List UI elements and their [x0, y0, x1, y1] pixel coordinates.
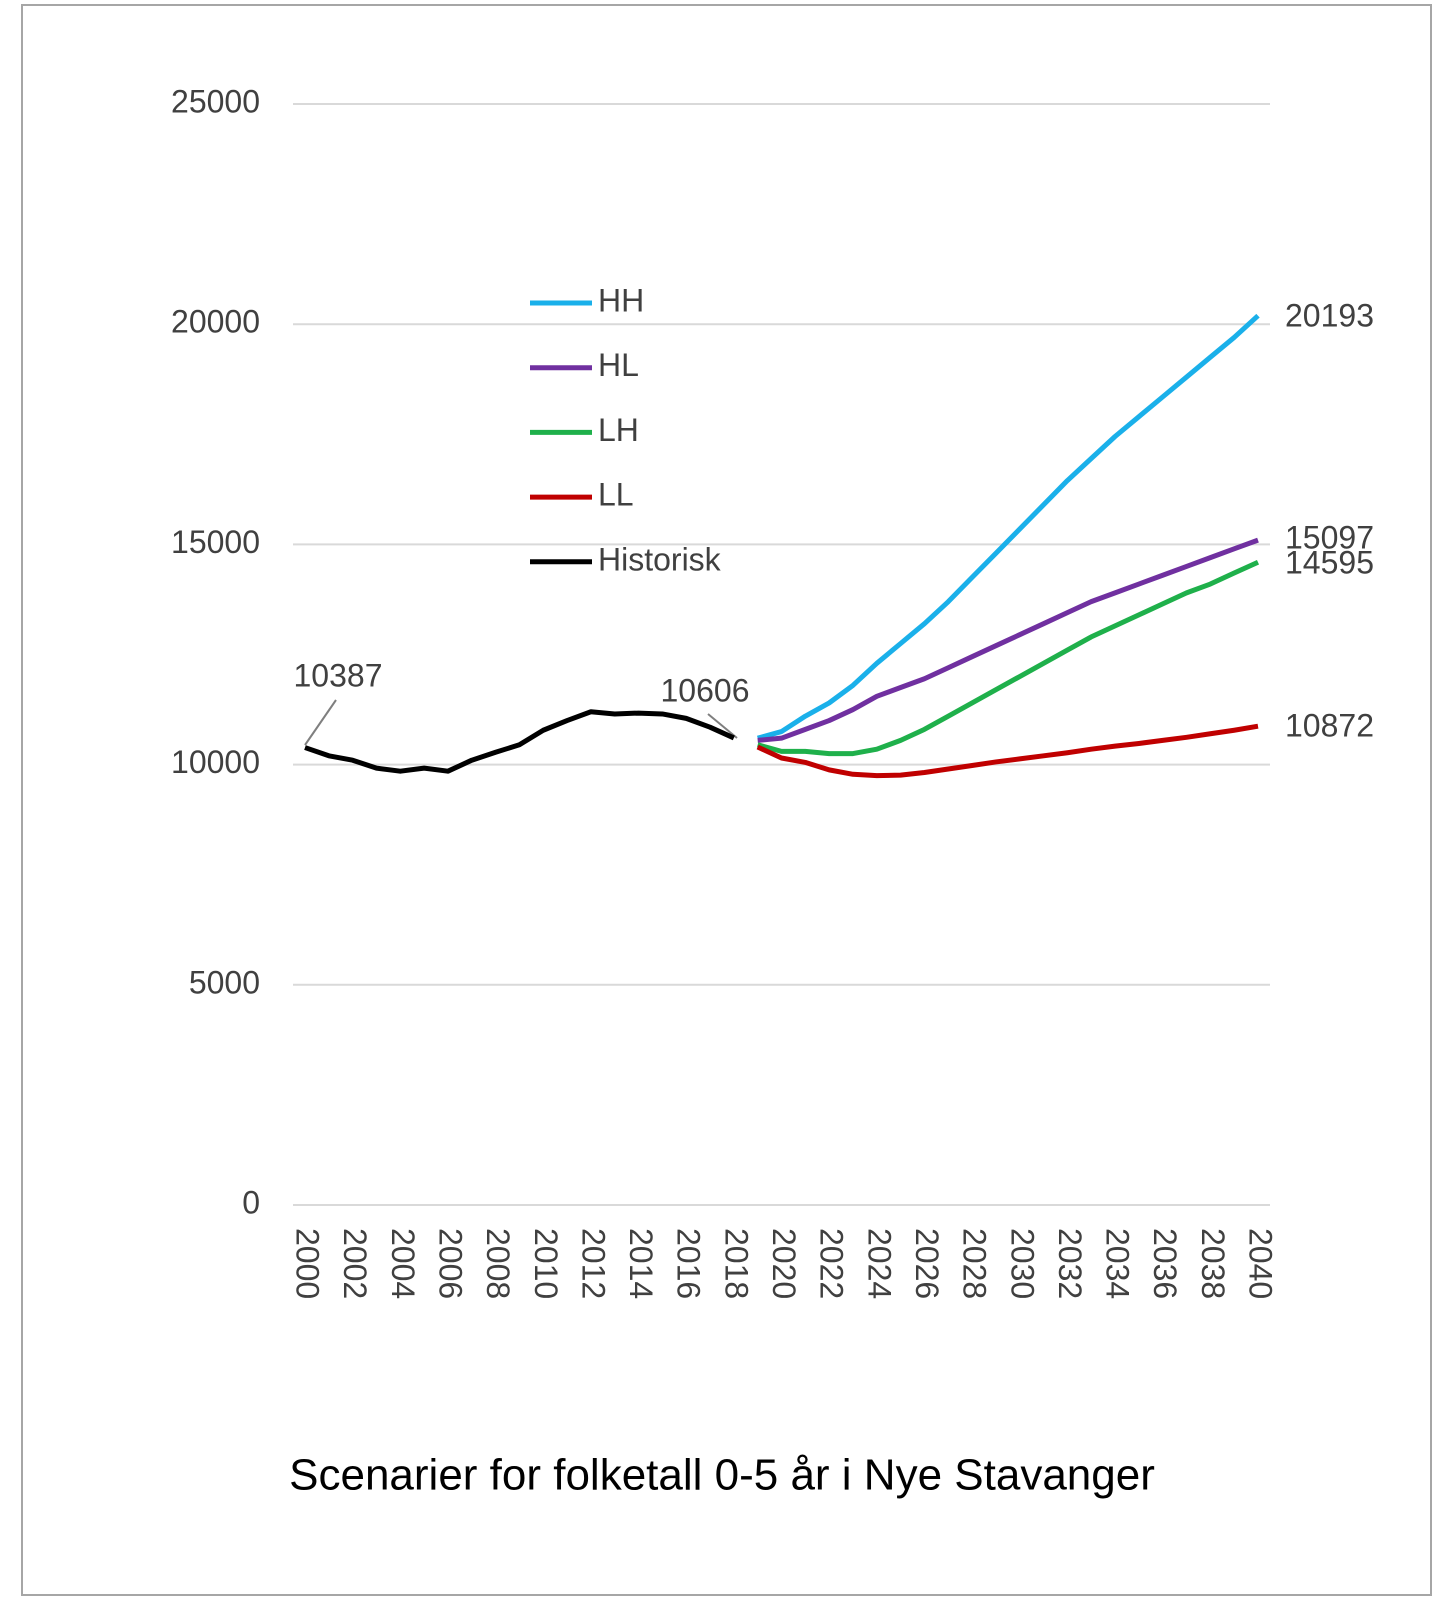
- x-tick-label: 2004: [385, 1228, 421, 1299]
- x-tick-label: 2018: [718, 1228, 754, 1299]
- data-label: 14595: [1285, 544, 1374, 580]
- y-tick-label: 5000: [189, 964, 260, 1000]
- x-tick-label: 2016: [671, 1228, 707, 1299]
- chart-title: Scenarier for folketall 0-5 år i Nye Sta…: [289, 1451, 1155, 1500]
- data-label: 10387: [294, 657, 383, 693]
- frame: [21, 4, 1432, 1596]
- legend-label: HH: [598, 282, 644, 318]
- y-tick-label: 20000: [171, 304, 260, 340]
- series-line: [304, 709, 735, 774]
- x-tick-label: 2014: [623, 1228, 659, 1299]
- leader-line: [707, 713, 738, 739]
- y-tick-label: 0: [242, 1184, 260, 1220]
- x-tick-label: 2002: [337, 1228, 373, 1299]
- x-tick-label: 2022: [814, 1228, 850, 1299]
- series-line: [756, 723, 1259, 779]
- x-tick-label: 2028: [957, 1228, 993, 1299]
- legend-label: Historisk: [598, 541, 722, 577]
- legend-label: LH: [598, 412, 639, 448]
- data-label: 10872: [1285, 707, 1374, 743]
- data-label: 20193: [1285, 297, 1374, 333]
- x-tick-label: 2038: [1195, 1228, 1231, 1299]
- y-tick-label: 15000: [171, 524, 260, 560]
- data-label: 15097: [1285, 519, 1374, 555]
- legend-label: LL: [598, 477, 634, 513]
- x-tick-label: 2026: [909, 1228, 945, 1299]
- x-tick-label: 2006: [432, 1228, 468, 1299]
- y-tick-label: 25000: [171, 83, 260, 119]
- series-line: [757, 313, 1260, 741]
- data-label: 10606: [661, 672, 750, 708]
- x-tick-label: 2036: [1147, 1228, 1183, 1299]
- x-tick-label: 2024: [861, 1228, 897, 1299]
- x-tick-label: 2034: [1100, 1228, 1136, 1299]
- x-tick-label: 2030: [1004, 1228, 1040, 1299]
- legend-label: HL: [598, 347, 639, 383]
- x-tick-label: 2010: [528, 1228, 564, 1299]
- y-tick-label: 10000: [171, 744, 260, 780]
- x-tick-label: 2040: [1243, 1228, 1279, 1299]
- series-line: [757, 559, 1260, 757]
- x-tick-label: 2020: [766, 1228, 802, 1299]
- x-tick-label: 2032: [1052, 1228, 1088, 1299]
- series-line: [757, 537, 1259, 743]
- x-tick-label: 2000: [290, 1228, 326, 1299]
- leader-line: [304, 699, 337, 746]
- x-tick-label: 2012: [575, 1228, 611, 1299]
- x-tick-label: 2008: [480, 1228, 516, 1299]
